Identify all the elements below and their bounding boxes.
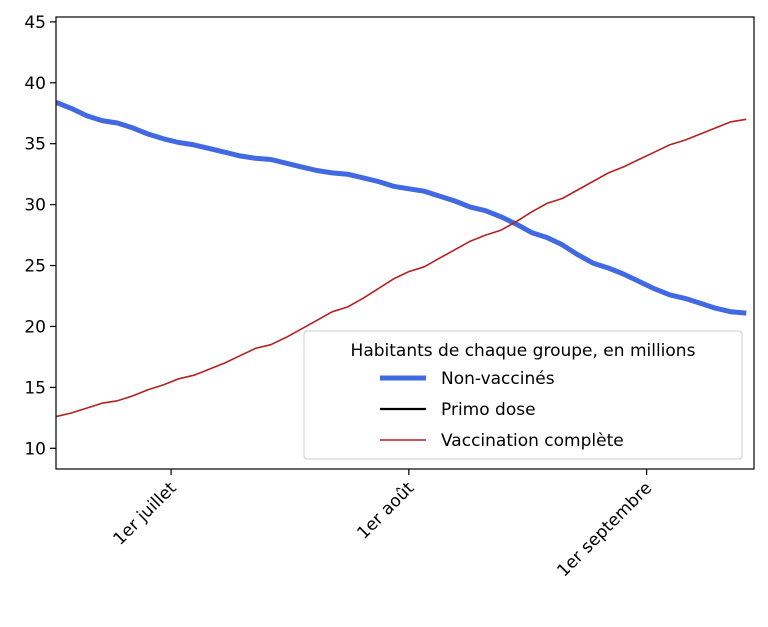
plot-frame bbox=[55, 16, 755, 470]
y-tick-label: 30 bbox=[24, 196, 46, 216]
x-tick-label: 1er septembre bbox=[553, 478, 656, 581]
legend: Habitants de chaque groupe, en millions … bbox=[303, 330, 743, 460]
x-axis: 1er juillet 1er août 1er septembre bbox=[110, 469, 656, 581]
y-tick-label: 45 bbox=[24, 13, 46, 33]
legend-box bbox=[303, 330, 743, 460]
y-tick-label: 25 bbox=[24, 257, 46, 277]
y-tick-label: 15 bbox=[24, 378, 46, 398]
legend-label-0: Non-vaccinés bbox=[441, 369, 555, 389]
y-axis: 10 15 20 25 30 35 40 45 bbox=[24, 13, 56, 459]
series-line-0 bbox=[56, 99, 747, 316]
legend-title: Habitants de chaque groupe, en millions bbox=[351, 341, 696, 361]
x-tick-label: 1er juillet bbox=[110, 478, 181, 549]
y-tick-label: 20 bbox=[24, 317, 46, 337]
y-tick-label: 10 bbox=[24, 439, 46, 459]
y-tick-label: 40 bbox=[24, 74, 46, 94]
series-line-2 bbox=[56, 118, 747, 418]
series-layer bbox=[56, 99, 747, 418]
legend-label-1: Primo dose bbox=[441, 400, 536, 420]
legend-entries: Non-vaccinés Primo dose Vaccination complè… bbox=[380, 369, 624, 451]
legend-label-2: Vaccination complète bbox=[441, 431, 624, 451]
y-tick-label: 35 bbox=[24, 135, 46, 155]
x-tick-label: 1er août bbox=[353, 478, 418, 543]
